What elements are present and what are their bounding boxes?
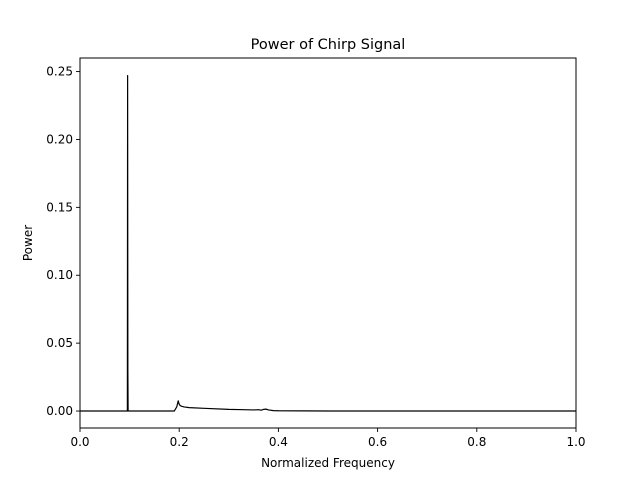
y-tick-label: 0.20 [46,132,73,146]
x-tick-label: 0.8 [467,435,486,449]
x-tick-label: 0.0 [70,435,89,449]
plot-frame [79,57,577,429]
series-line [80,75,576,412]
y-tick-label: 0.25 [46,65,73,79]
y-tick-label: 0.15 [46,200,73,214]
y-tick-label: 0.05 [46,336,73,350]
x-tick-label: 1.0 [566,435,585,449]
y-ticks: 0.00 0.05 0.10 0.15 0.20 0.25 [46,65,80,418]
x-ticks: 0.0 0.2 0.4 0.6 0.8 1.0 [70,428,586,449]
plot-area [80,58,576,428]
y-tick-label: 0.10 [46,268,73,282]
y-axis-label: Power [21,225,35,261]
chart-title: Power of Chirp Signal [251,37,406,53]
x-axis-label: Normalized Frequency [261,456,395,470]
y-tick-label: 0.00 [46,404,73,418]
x-tick-label: 0.6 [368,435,387,449]
x-tick-label: 0.4 [269,435,288,449]
x-tick-label: 0.2 [170,435,189,449]
